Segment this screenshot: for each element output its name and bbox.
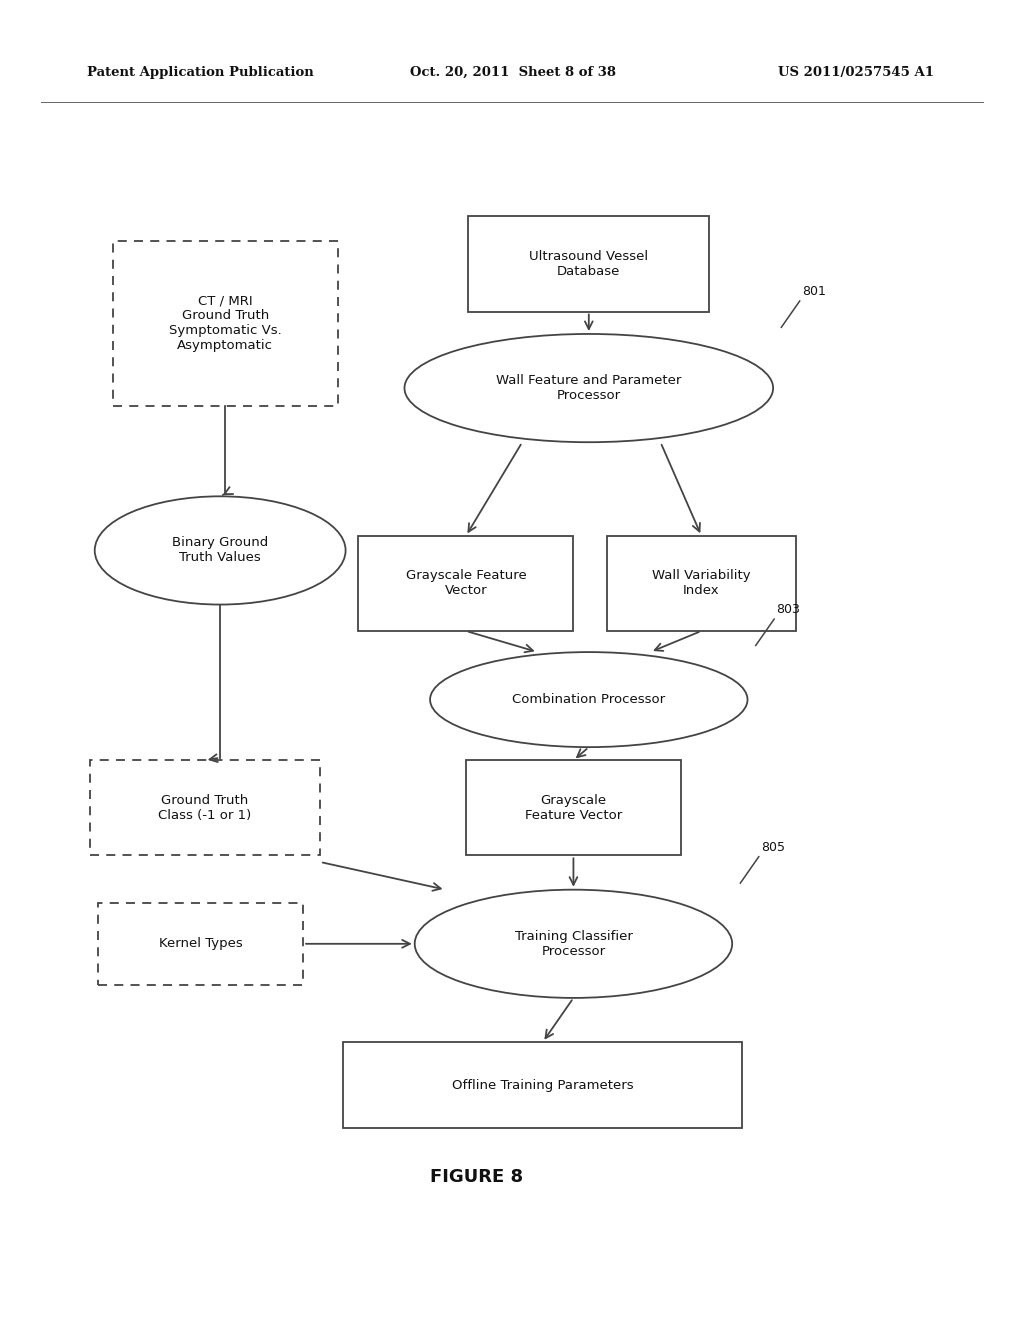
Text: 805: 805 <box>761 841 784 854</box>
Bar <box>468 216 709 312</box>
Text: Offline Training Parameters: Offline Training Parameters <box>452 1078 634 1092</box>
Bar <box>466 760 681 855</box>
Bar <box>90 760 319 855</box>
Text: 801: 801 <box>802 285 825 298</box>
Text: Binary Ground
Truth Values: Binary Ground Truth Values <box>172 536 268 565</box>
Bar <box>343 1043 742 1127</box>
Bar <box>113 242 338 407</box>
Text: CT / MRI
Ground Truth
Symptomatic Vs.
Asymptomatic: CT / MRI Ground Truth Symptomatic Vs. As… <box>169 294 282 352</box>
Text: Wall Variability
Index: Wall Variability Index <box>652 569 751 598</box>
Text: 803: 803 <box>776 603 800 616</box>
Text: FIGURE 8: FIGURE 8 <box>430 1168 522 1187</box>
Text: Wall Feature and Parameter
Processor: Wall Feature and Parameter Processor <box>496 374 682 403</box>
Text: Patent Application Publication: Patent Application Publication <box>87 66 313 79</box>
Text: Training Classifier
Processor: Training Classifier Processor <box>514 929 633 958</box>
Text: US 2011/0257545 A1: US 2011/0257545 A1 <box>778 66 934 79</box>
Text: Grayscale Feature
Vector: Grayscale Feature Vector <box>406 569 526 598</box>
Text: Ultrasound Vessel
Database: Ultrasound Vessel Database <box>529 249 648 279</box>
Text: Ground Truth
Class (-1 or 1): Ground Truth Class (-1 or 1) <box>158 793 252 822</box>
Text: Combination Processor: Combination Processor <box>512 693 666 706</box>
Bar <box>606 536 797 631</box>
Text: Oct. 20, 2011  Sheet 8 of 38: Oct. 20, 2011 Sheet 8 of 38 <box>410 66 615 79</box>
Text: Kernel Types: Kernel Types <box>159 937 243 950</box>
Bar <box>358 536 573 631</box>
Text: Grayscale
Feature Vector: Grayscale Feature Vector <box>525 793 622 822</box>
Bar <box>98 903 303 985</box>
